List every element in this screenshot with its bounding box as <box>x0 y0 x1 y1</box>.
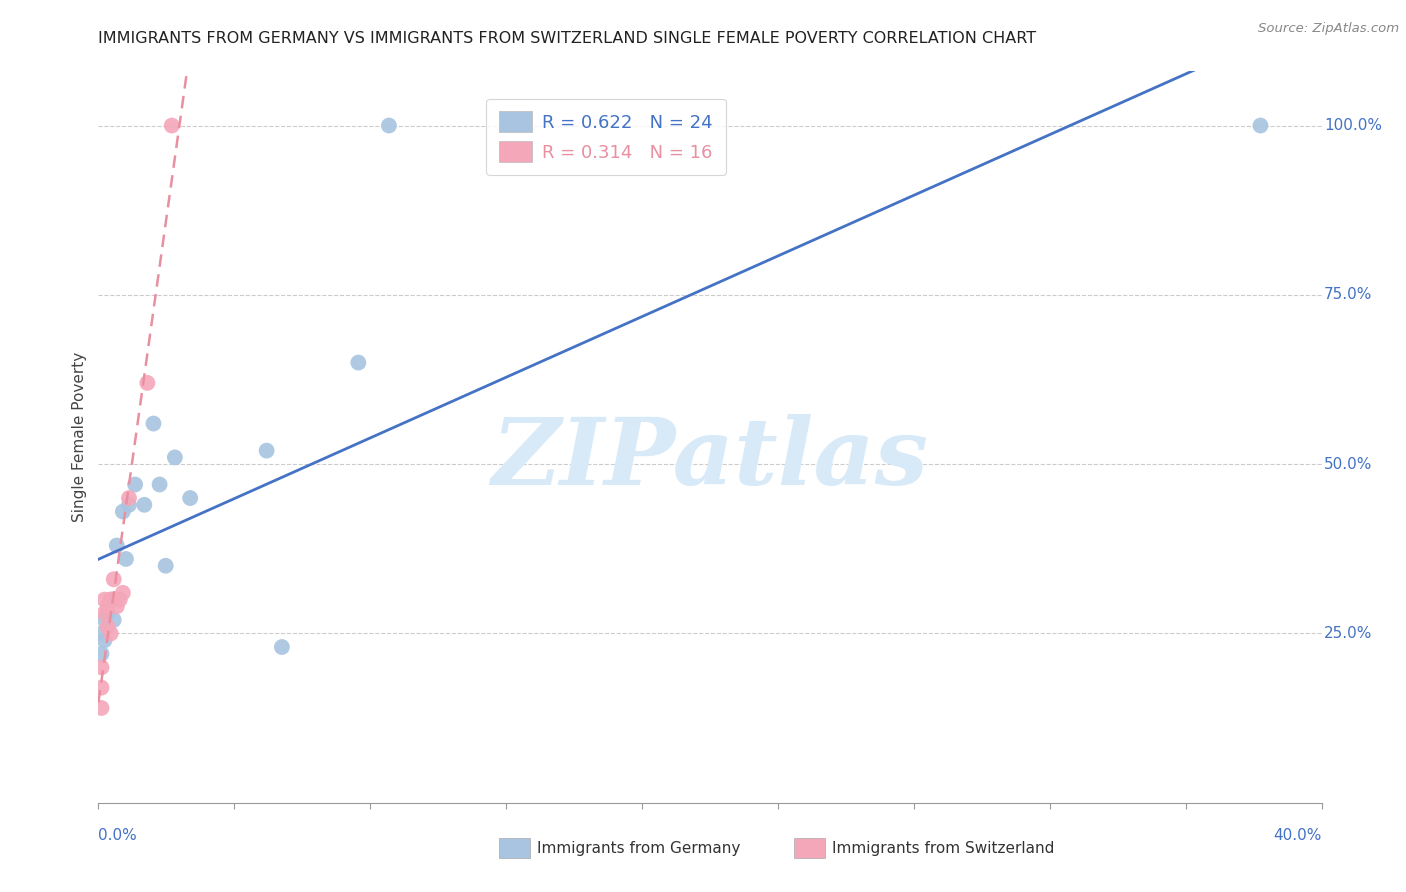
Point <box>270 640 292 654</box>
Point <box>90 626 112 640</box>
Point <box>149 477 172 491</box>
Point <box>100 592 122 607</box>
Text: 100.0%: 100.0% <box>1324 118 1382 133</box>
Point <box>105 599 128 614</box>
Point <box>103 613 125 627</box>
Point <box>97 599 120 614</box>
Point <box>155 558 177 573</box>
Text: Immigrants from Switzerland: Immigrants from Switzerland <box>832 841 1054 855</box>
Point <box>142 417 165 431</box>
Point <box>93 592 115 607</box>
Point <box>93 633 115 648</box>
Point <box>347 355 370 369</box>
Text: Immigrants from Germany: Immigrants from Germany <box>537 841 741 855</box>
Text: 0.0%: 0.0% <box>98 828 138 843</box>
Point <box>115 552 138 566</box>
Point <box>124 477 146 491</box>
Point <box>90 681 112 695</box>
Point <box>100 626 122 640</box>
Point <box>256 443 278 458</box>
Point <box>90 660 112 674</box>
Text: ZIPatlas: ZIPatlas <box>492 414 928 504</box>
Text: 25.0%: 25.0% <box>1324 626 1372 641</box>
Point <box>93 613 115 627</box>
Point <box>179 491 201 505</box>
Y-axis label: Single Female Poverty: Single Female Poverty <box>72 352 87 522</box>
Point <box>118 498 141 512</box>
Point <box>1249 119 1271 133</box>
Point <box>105 538 128 552</box>
Point <box>108 592 131 607</box>
Point <box>118 491 141 505</box>
Point <box>93 606 115 620</box>
Text: Source: ZipAtlas.com: Source: ZipAtlas.com <box>1258 22 1399 36</box>
Text: IMMIGRANTS FROM GERMANY VS IMMIGRANTS FROM SWITZERLAND SINGLE FEMALE POVERTY COR: IMMIGRANTS FROM GERMANY VS IMMIGRANTS FR… <box>98 31 1036 46</box>
Point <box>100 592 122 607</box>
Point <box>160 119 183 133</box>
Point <box>111 586 134 600</box>
Point <box>90 701 112 715</box>
Point <box>103 592 125 607</box>
Point <box>90 647 112 661</box>
Text: 75.0%: 75.0% <box>1324 287 1372 302</box>
Point <box>134 498 156 512</box>
Point <box>97 620 120 634</box>
Legend: R = 0.622   N = 24, R = 0.314   N = 16: R = 0.622 N = 24, R = 0.314 N = 16 <box>486 99 725 175</box>
Point <box>136 376 159 390</box>
Point <box>97 606 120 620</box>
Point <box>163 450 186 465</box>
Point <box>103 572 125 586</box>
Point <box>378 119 401 133</box>
Point <box>111 505 134 519</box>
Text: 40.0%: 40.0% <box>1274 828 1322 843</box>
Text: 50.0%: 50.0% <box>1324 457 1372 472</box>
